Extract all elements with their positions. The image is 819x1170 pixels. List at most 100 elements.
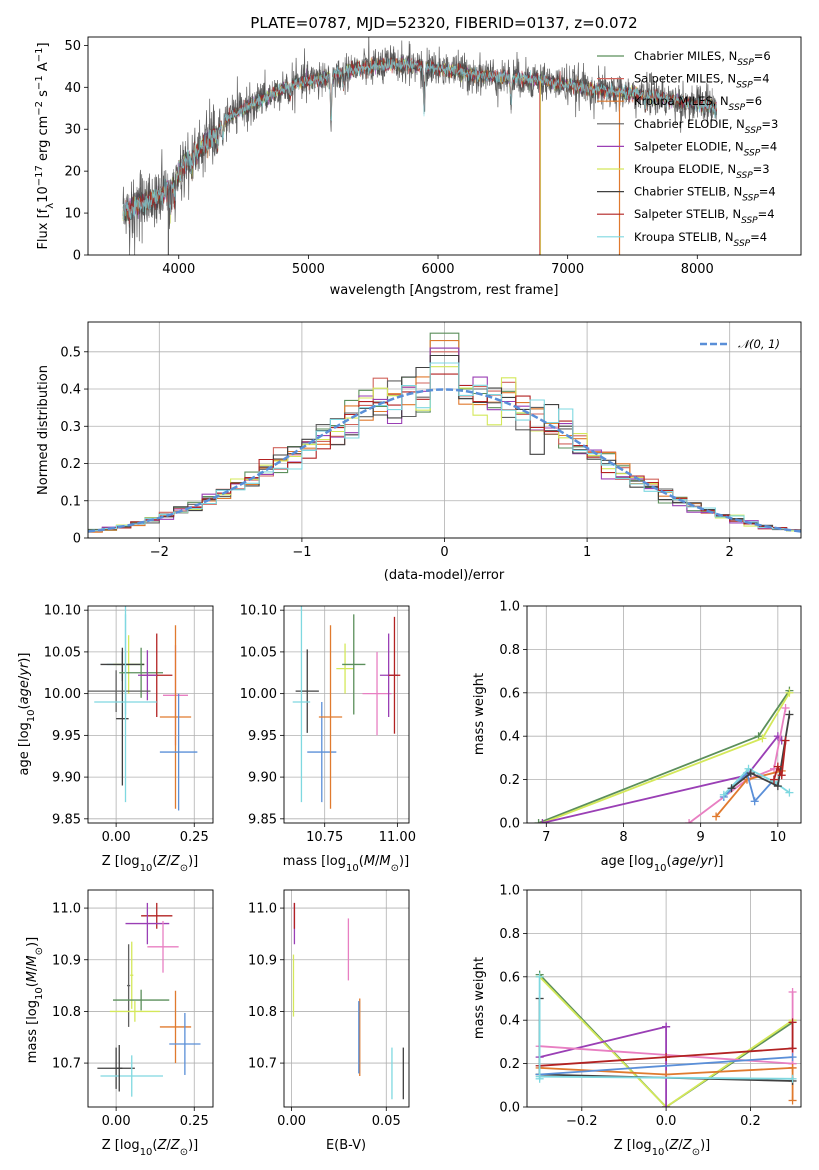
tick-label-x: 0.00 <box>277 1114 306 1129</box>
tick-label-x: 4000 <box>162 262 195 277</box>
axes-frame <box>283 889 410 1108</box>
tick-label-x: 7 <box>542 830 550 845</box>
age-vs-Z-ylabel: age [log10(age/yr)] <box>17 653 37 776</box>
tick-label-x: 1 <box>583 545 591 560</box>
mass-vs-Z-plot: 0.00 0.25 10.7 10.8 10.9 11.0 <box>52 889 214 1129</box>
legend-subscript: SSP <box>734 239 751 249</box>
tick-label-y: 11.0 <box>248 902 277 917</box>
tick-label-x: 7000 <box>551 262 584 277</box>
axes-frame <box>87 889 214 1108</box>
spectrum-plot: 4000 5000 6000 7000 8000 0 10 20 30 40 50 <box>64 36 802 277</box>
tick-label-x: 5000 <box>292 262 325 277</box>
weight-vs-age-plot: 7 8 9 10 0.0 0.2 0.4 0.6 0.8 1.0 <box>499 600 802 845</box>
tick-label-y: 10.00 <box>240 687 277 702</box>
weight-line <box>539 1056 793 1076</box>
tick-label-x: 2 <box>726 545 734 560</box>
weight-line <box>723 767 790 796</box>
residuals-legend: 𝒩(0, 1) <box>700 337 780 351</box>
tick-label-y: 0.6 <box>499 970 520 985</box>
weight-vs-age-panel: 7 8 9 10 0.0 0.2 0.4 0.6 0.8 1.0 age [log10(age/y… <box>472 600 802 874</box>
weight-vs-Z-panel: −0.2 0.0 0.2 0.0 0.2 0.4 0.6 0.8 1.0 Z [log10(Z/… <box>472 884 802 1158</box>
tick-label-y: 0 <box>73 532 81 547</box>
residuals-panel: −2 −1 0 1 2 0 0.1 0.2 0.3 0.4 0.5 (data-model)/err… <box>36 321 802 583</box>
tick-label-y: 0.1 <box>60 494 81 509</box>
weight-vs-Z-ylabel: mass weight <box>472 957 487 1039</box>
gaussian-legend-label: 𝒩(0, 1) <box>738 337 780 351</box>
tick-label-y: 9.95 <box>52 729 81 744</box>
tick-label-x: 10.75 <box>306 830 343 845</box>
weight-line <box>542 692 791 823</box>
plot-area <box>535 970 797 1107</box>
histogram-step <box>88 373 801 532</box>
tick-label-y: 1.0 <box>499 884 520 899</box>
tick-label-y: 10.00 <box>44 687 81 702</box>
age-vs-mass-panel: 10.75 11.00 9.85 9.90 9.95 10.00 10.05 10.10 ma… <box>240 604 416 874</box>
tick-label-x: 0.05 <box>372 1114 401 1129</box>
tick-label-y: 10.10 <box>240 604 277 619</box>
tick-label-y: 0.0 <box>499 817 520 832</box>
mass-vs-Z-xlabel: Z [log10(Z/Z⊙)] <box>102 1138 199 1158</box>
tick-label-y: 0.2 <box>499 1057 520 1072</box>
weight-line <box>538 976 794 1107</box>
axes-frame <box>87 605 214 824</box>
weight-vs-Z-xlabel: Z [log10(Z/Z⊙)] <box>614 1138 711 1158</box>
legend-subscript: SSP <box>729 103 746 113</box>
tick-label-x: 11.00 <box>379 830 416 845</box>
tick-label-y: 0.4 <box>499 1014 520 1029</box>
tick-label-y: 10.8 <box>52 1005 81 1020</box>
tick-label-y: 9.85 <box>248 812 277 827</box>
tick-label-y: 0.5 <box>60 345 81 360</box>
age-vs-Z-panel: 0.00 0.25 9.85 9.90 9.95 10.00 10.05 10.10 Z [l… <box>17 604 214 874</box>
legend-subscript: SSP <box>737 58 754 68</box>
age-vs-mass-plot: 10.75 11.00 9.85 9.90 9.95 10.00 10.05 10.10 <box>240 604 416 845</box>
tick-label-y: 9.90 <box>52 771 81 786</box>
tick-label-x: 0.25 <box>180 830 209 845</box>
tick-label-y: 0 <box>73 249 81 264</box>
spectrum-panel: PLATE=0787, MJD=52320, FIBERID=0137, z=0… <box>34 14 802 298</box>
tick-label-y: 20 <box>64 165 81 180</box>
legend-label: Chabrier STELIB, NSSP=4 <box>634 185 776 204</box>
tick-label-x: 6000 <box>421 262 454 277</box>
residuals-xlabel: (data-model)/error <box>384 568 505 583</box>
legend-label: Chabrier MILES, NSSP=6 <box>634 49 771 68</box>
tick-label-y: 0.2 <box>60 457 81 472</box>
tick-label-y: 1.0 <box>499 600 520 615</box>
legend-subscript: SSP <box>745 126 762 136</box>
spectrum-ylabel: Flux [fλ10−17 erg cm−2 s−1 A−1] <box>34 42 56 249</box>
tick-label-x: 10 <box>770 830 787 845</box>
tick-label-x: 0.25 <box>180 1114 209 1129</box>
weight-vs-age-ylabel: mass weight <box>472 673 487 755</box>
mass-vs-EBV-xlabel: E(B-V) <box>326 1138 366 1153</box>
legend-label: Salpeter STELIB, NSSP=4 <box>634 207 775 226</box>
tick-label-y: 0.4 <box>499 730 520 745</box>
tick-label-y: 10.9 <box>248 953 277 968</box>
legend-subscript: SSP <box>736 81 753 91</box>
weight-line <box>539 1075 793 1080</box>
age-vs-Z-xlabel: Z [log10(Z/Z⊙)] <box>102 854 199 874</box>
plot-area <box>534 686 794 823</box>
legend-label: Kroupa STELIB, NSSP=4 <box>634 230 767 249</box>
mass-vs-Z-panel: 0.00 0.25 10.7 10.8 10.9 11.0 Z [log10(Z/Z⊙)]… <box>25 889 214 1158</box>
legend-label: Kroupa MILES, NSSP=6 <box>634 94 762 113</box>
mass-vs-Z-ylabel: mass [log10(M/M⊙)] <box>25 937 45 1063</box>
tick-label-y: 0.8 <box>499 643 520 658</box>
tick-label-x: 0.0 <box>656 1114 677 1129</box>
tick-label-y: 30 <box>64 123 81 138</box>
tick-label-x: 8 <box>619 830 627 845</box>
histogram-step <box>88 347 801 531</box>
axes-frame <box>87 321 802 539</box>
legend-subscript: SSP <box>741 216 758 226</box>
tick-label-y: 0.3 <box>60 420 81 435</box>
weight-vs-Z-plot: −0.2 0.0 0.2 0.0 0.2 0.4 0.6 0.8 1.0 <box>499 884 802 1129</box>
tick-label-x: 0.00 <box>102 1114 131 1129</box>
axes-frame <box>526 889 802 1108</box>
weight-line <box>538 690 791 823</box>
axes-frame <box>283 605 410 824</box>
tick-label-y: 10.9 <box>52 953 81 968</box>
spectrum-title: PLATE=0787, MJD=52320, FIBERID=0137, z=0… <box>250 14 637 32</box>
plot-area <box>292 606 401 809</box>
tick-label-x: −2 <box>150 545 169 560</box>
plot-area <box>88 606 198 811</box>
